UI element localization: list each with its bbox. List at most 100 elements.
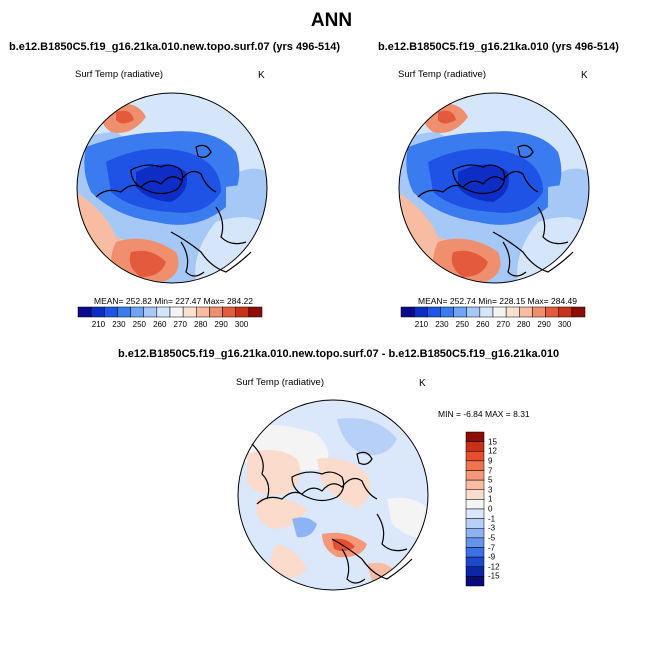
panel-3-colorbar-box (465, 470, 485, 481)
panel-1-colorbar-box (90, 306, 105, 318)
panel-2-colorbar-ticks: 210 230 250 260 270 280 290 300 (401, 320, 585, 332)
panel-2-unit: K (581, 70, 588, 81)
panel-3-colorbar-box (465, 537, 485, 548)
panel-3-colorbar-tick-label: 12 (488, 446, 497, 456)
panel-2-colorbar-tick-label: 260 (476, 320, 490, 329)
panel-2-colorbar-box (505, 306, 520, 318)
panel-1-map-border (76, 92, 268, 284)
panel-3-colorbar-box (465, 499, 485, 510)
panel-3-colorbar-box (465, 518, 485, 529)
panel-3-colorbar-tick-label: -3 (488, 523, 496, 533)
panel-2-colorbar-box (571, 306, 586, 318)
panel-3-colorbar-tick-label: -15 (488, 571, 500, 581)
panel-2-colorbar-box (466, 306, 481, 318)
panel-3-colorbar-box (465, 528, 485, 539)
panel-1-colorbar-ticks: 210 230 250 260 270 280 290 300 (78, 320, 262, 332)
panel-3-colorbar-tick-label: 5 (488, 475, 493, 485)
panel-1-colorbar-tick-label: 230 (112, 320, 126, 329)
panel-1-title: b.e12.B1850C5.f19_g16.21ka.010.new.topo.… (9, 41, 340, 53)
page-title: ANN (310, 10, 353, 31)
panel-3-colorbar-box (465, 556, 485, 567)
panel-1-colorbar-box (235, 306, 250, 318)
panel-1-unit: K (258, 70, 265, 81)
panel-3-colorbar-tick-label: -7 (488, 543, 496, 552)
panel-2-colorbar-tick-label: 230 (435, 320, 449, 329)
panel-1-colorbar-tick-label: 280 (193, 320, 208, 329)
panel-3-colorbar-tick-label: 15 (488, 437, 497, 447)
panel-3-polar-map (237, 399, 429, 591)
panel-1-stats: MEAN= 252.82 Min= 227.47 Max= 284.22 (94, 296, 254, 306)
panel-3-colorbar-tick-label: 9 (488, 456, 493, 466)
panel-3-colorbar-box (465, 576, 485, 587)
panel-1-colorbar-box (196, 306, 210, 318)
panel-3-colorbar-box (465, 441, 485, 452)
panel-3-title: b.e12.B1850C5.f19_g16.21ka.010.new.topo.… (118, 348, 560, 360)
panel-3-coastlines (251, 443, 413, 584)
panel-3-colorbar-tick-label: -9 (488, 552, 496, 562)
panel-2-title: b.e12.B1850C5.f19_g16.21ka.010 (yrs 496-… (378, 41, 619, 53)
panel-2-colorbar-tick-label: 270 (496, 320, 510, 329)
panel-2-colorbar-box (532, 306, 546, 318)
panel-3-unit: K (419, 378, 426, 389)
panel-1-colorbar-tick-label: 250 (132, 320, 147, 329)
panel-2-map-border (398, 92, 590, 284)
panel-3-colorbar (465, 431, 485, 587)
panel-3-variable: Surf Temp (radiative) (236, 377, 324, 388)
panel-3-colorbar-box (465, 431, 485, 442)
panel-2-colorbar-tick-label: 290 (537, 320, 551, 329)
panel-2-colorbar-tick-label: 210 (414, 320, 429, 329)
panel-3-colorbar-box (465, 479, 485, 490)
panel-2-colorbar-box (479, 306, 494, 318)
panel-3-colorbar-tick-label: 7 (488, 466, 493, 475)
panel-1-colorbar-box (117, 306, 131, 318)
panel-1-colorbar-tick-label: 300 (234, 320, 249, 329)
panel-3-colorbar-box (465, 566, 485, 577)
panel-2-colorbar-box (545, 306, 559, 318)
panel-1-colorbar-box (104, 306, 118, 318)
panel-1-colorbar-box (169, 306, 184, 318)
panel-1-colorbar-box (143, 306, 158, 318)
panel-3-colorbar-box (465, 460, 485, 471)
panel-1-colorbar-box (156, 306, 171, 318)
panel-2-coastlines (417, 144, 574, 277)
panel-3-colorbar-tick-label: -1 (488, 514, 496, 524)
panel-3-colorbar-tick-label: -5 (488, 533, 496, 543)
panel-2-colorbar-box (440, 306, 454, 318)
panel-1-colorbar-tick-label: 210 (91, 320, 106, 329)
panel-3-colorbar-box (465, 451, 485, 462)
panel-3-colorbar-box (465, 508, 485, 519)
panel-3-colorbar-tick-label: 0 (488, 504, 493, 514)
panel-2-colorbar-box (427, 306, 441, 318)
panel-3-colorbar-ticks: 15 12 9 7 5 3 1 0 -1 -3 -5 -7 -9 -12 -15 (488, 432, 518, 586)
panel-1-colorbar-tick-label: 260 (153, 320, 167, 329)
panel-1-coastlines (95, 144, 252, 277)
panel-2-colorbar-box (400, 306, 415, 318)
panel-1-colorbar-box (248, 306, 263, 318)
panel-3-colorbar-box (465, 547, 485, 558)
panel-1-colorbar-box (209, 306, 223, 318)
panel-2-colorbar (400, 306, 586, 318)
panel-3-colorbar-tick-label: -12 (488, 562, 500, 572)
panel-3-difference-field (238, 400, 428, 590)
panel-2-colorbar-tick-label: 250 (455, 320, 470, 329)
panel-2-colorbar-box (519, 306, 533, 318)
panel-1-colorbar-box (130, 306, 144, 318)
panel-2-variable: Surf Temp (radiative) (398, 69, 486, 80)
panel-2-stats: MEAN= 252.74 Min= 228.15 Max= 284.49 (418, 296, 578, 306)
panel-1-colorbar-box (222, 306, 236, 318)
panel-1-variable: Surf Temp (radiative) (75, 69, 163, 80)
panel-2-colorbar-box (413, 306, 428, 318)
panel-1-colorbar-box (77, 306, 92, 318)
panel-2-polar-map (398, 92, 590, 284)
panel-3-colorbar-tick-label: 1 (488, 494, 493, 504)
panel-2-colorbar-tick-label: 300 (557, 320, 572, 329)
panel-2-colorbar-box (453, 306, 467, 318)
panel-3-colorbar-tick-label: 3 (488, 485, 493, 495)
panel-1-polar-map (76, 92, 268, 284)
panel-2-colorbar-box (492, 306, 507, 318)
panel-2-colorbar-tick-label: 280 (516, 320, 531, 329)
panel-2-temperature-field (399, 93, 589, 283)
panel-2-colorbar-box (558, 306, 573, 318)
panel-1-colorbar-tick-label: 290 (214, 320, 228, 329)
panel-3-colorbar-box (465, 489, 485, 500)
